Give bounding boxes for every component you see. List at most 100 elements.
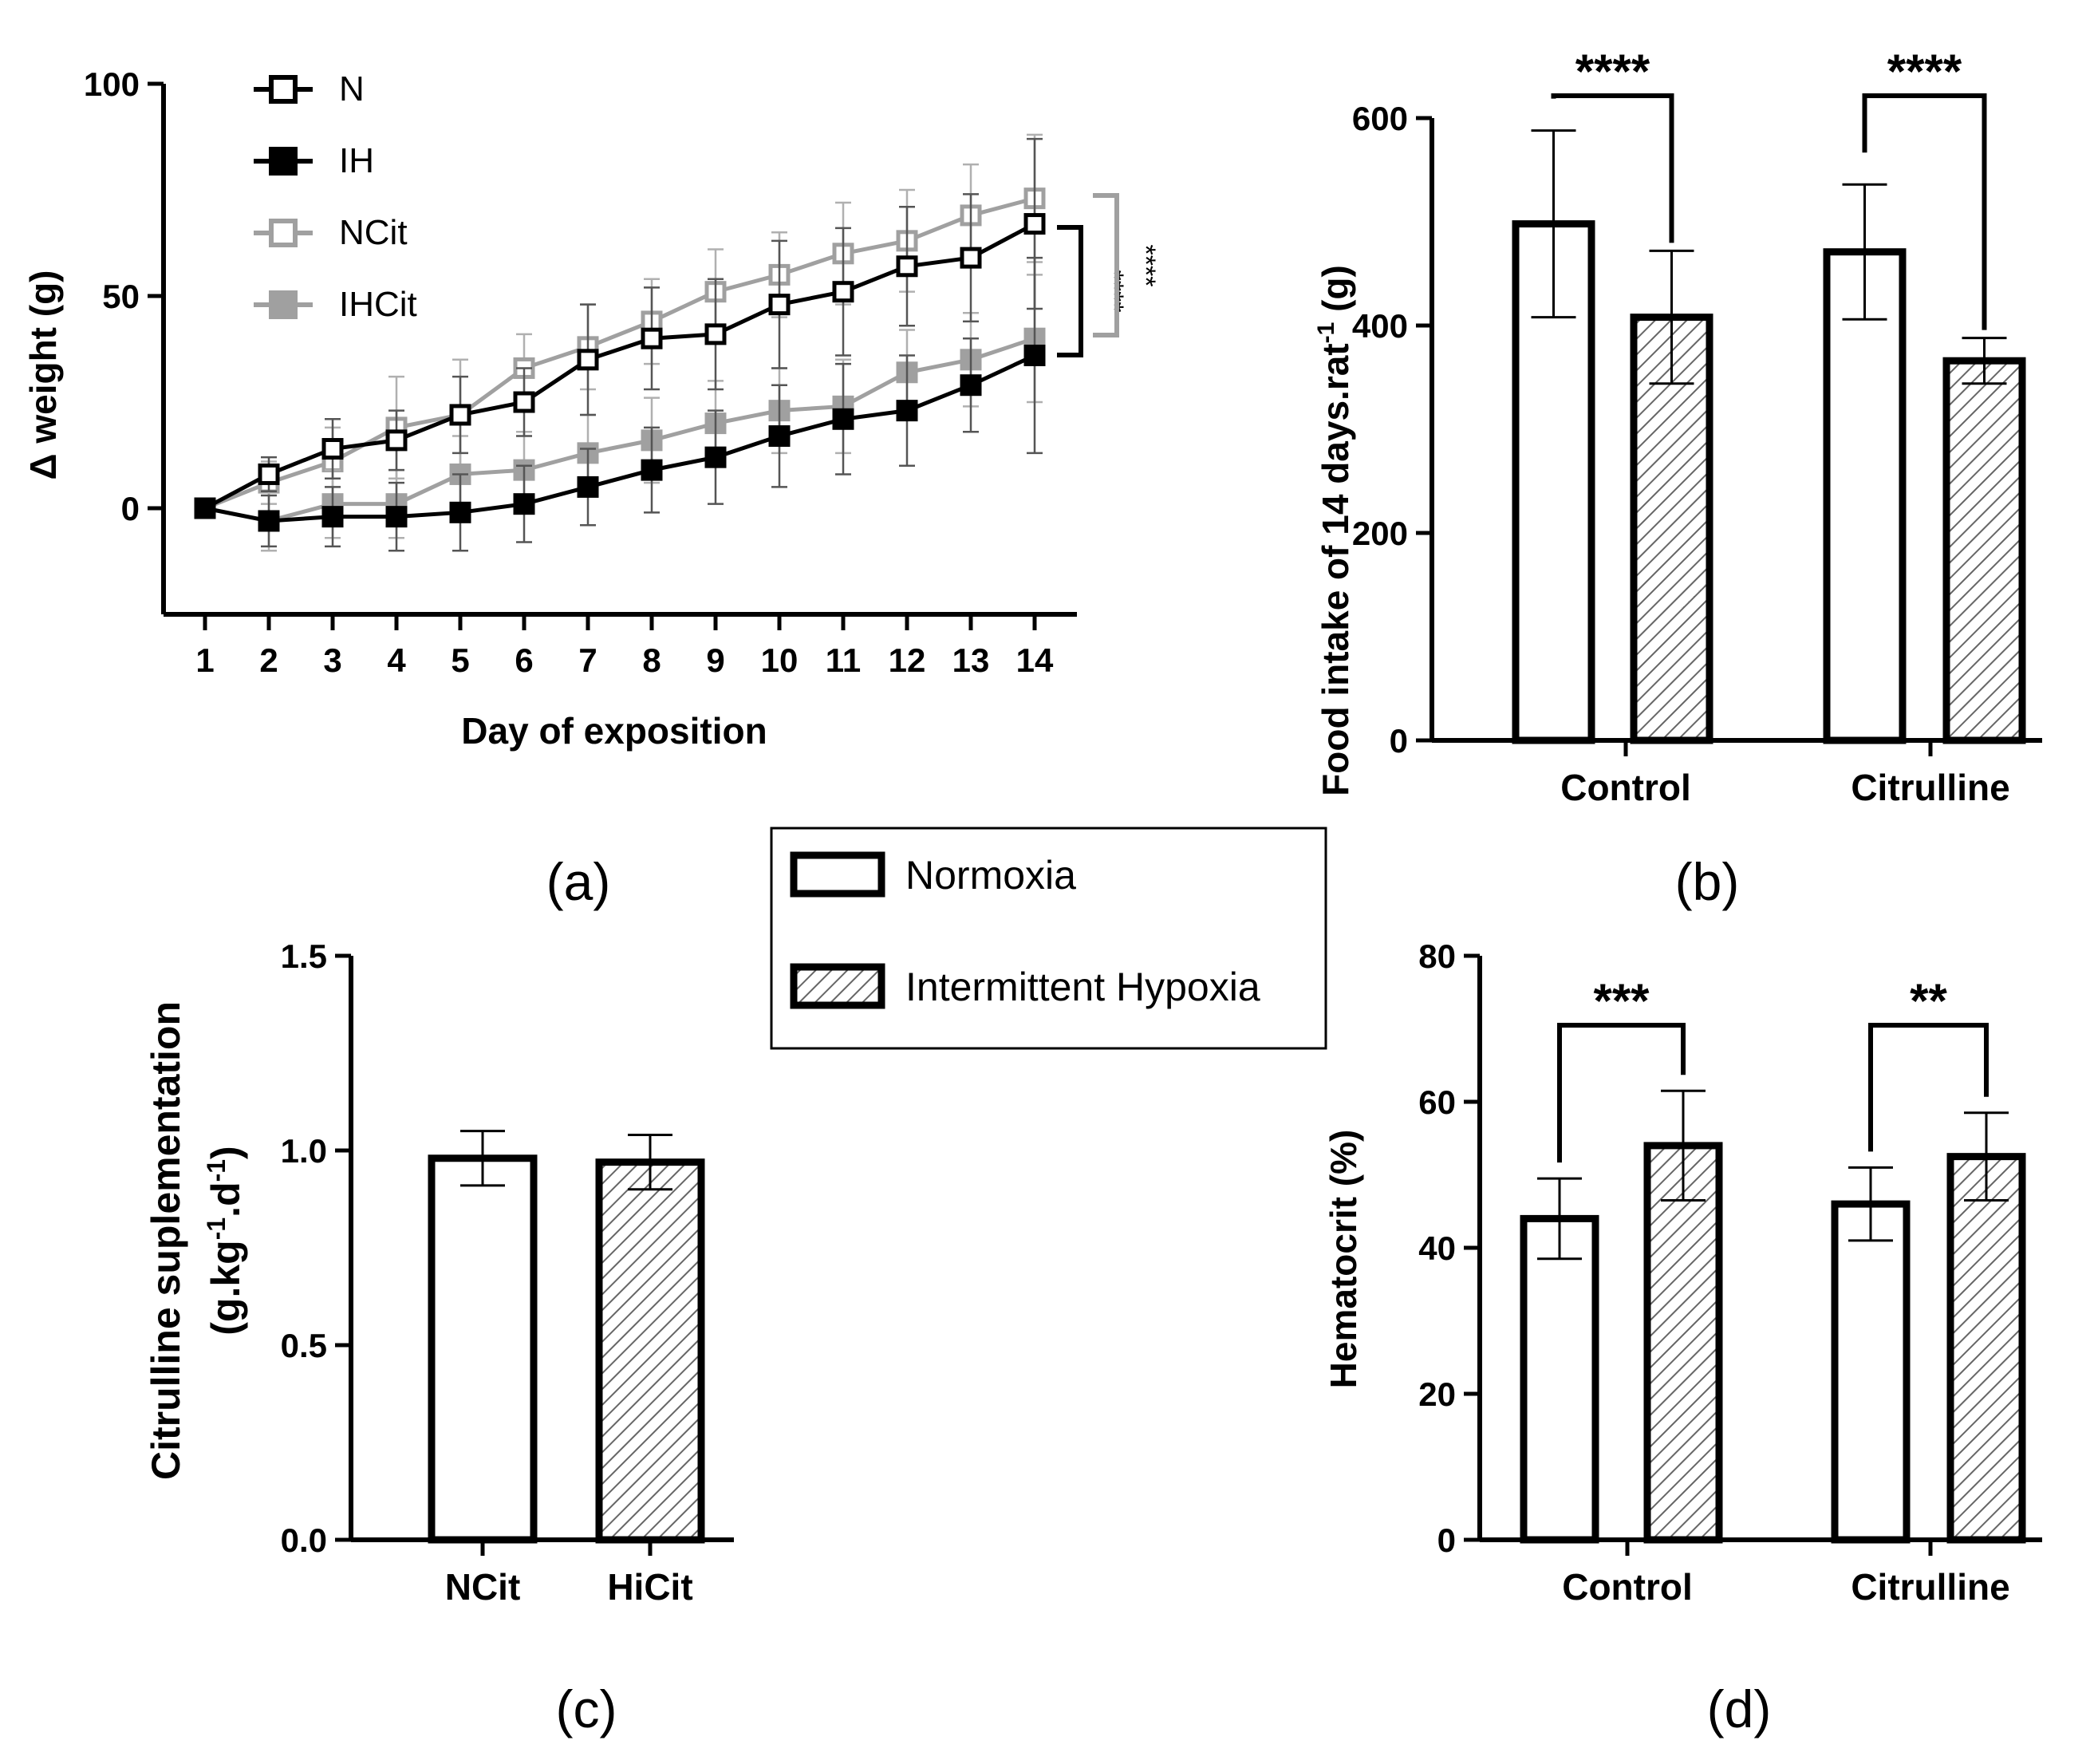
legend-entry-IH: IH <box>254 141 374 180</box>
panel-a-xtick-label: 10 <box>761 641 799 679</box>
panel-d-ytick-label: 20 <box>1418 1375 1456 1413</box>
panel-a-xtick-label: 13 <box>952 641 990 679</box>
panel-a-xlabel: Day of exposition <box>461 710 767 752</box>
panel-d-bar-chart: 0 20 40 60 80 Control *** Citrulline ** Hematocr… <box>1323 937 2042 1738</box>
panel-b-plot: 0 200 400 600 Control **** Citrulline **** <box>1352 45 2042 808</box>
panel-d-ytick-label: 0 <box>1437 1521 1456 1559</box>
point-IH <box>449 501 471 523</box>
panel-c-ytick-label: 0.5 <box>281 1327 327 1364</box>
point-IH <box>832 408 854 430</box>
point-IH <box>385 506 408 528</box>
panel-b-errorbar <box>1842 183 1887 321</box>
panel-b-errorbar <box>1531 129 1576 319</box>
point-IH <box>704 446 727 468</box>
point-IH <box>513 493 535 515</box>
point-N <box>513 391 535 413</box>
panel-b-category-label: Control <box>1560 767 1691 808</box>
panel-b-significance-bracket <box>1551 93 1674 243</box>
point-N <box>385 429 408 452</box>
panel-a-xtick-label: 6 <box>515 641 533 679</box>
panel-d-bar-normoxia <box>1520 1214 1599 1544</box>
panel-a-ytick-label: 50 <box>102 278 140 315</box>
panel-c-ytick-label: 1.5 <box>281 937 327 975</box>
panel-b-category-label: Citrulline <box>1851 767 2009 808</box>
panel-d-plot: 0 20 40 60 80 Control *** Citrulline ** <box>1418 937 2042 1608</box>
panel-b-bar-chart: 0 200 400 600 Control **** Citrulline **** Food… <box>1313 45 2042 911</box>
panel-b-label: (b) <box>1675 852 1740 911</box>
point-IH <box>194 497 216 519</box>
panel-b-ylabel-sup: -1 <box>1313 322 1339 344</box>
panel-c-errorbar <box>460 1130 505 1187</box>
panel-a-label: (a) <box>546 852 611 911</box>
panel-d-ytick-label: 60 <box>1418 1083 1456 1121</box>
panel-c-bar-chart: 0.0 0.5 1.0 1.5 NCit HiCit Citrulline supleme… <box>144 937 734 1738</box>
point-N <box>577 349 599 371</box>
panel-a-xtick-label: 1 <box>195 641 214 679</box>
panel-a-xtick-label: 4 <box>387 641 406 679</box>
point-N <box>704 323 727 345</box>
legend-label-NCit: NCit <box>339 213 408 252</box>
panel-c-ytick-label: 1.0 <box>281 1132 327 1170</box>
panel-a-xtick-label: 11 <box>826 641 861 679</box>
panel-a-xtick-label: 8 <box>642 641 661 679</box>
panel-a-series <box>194 133 1046 552</box>
panel-b-ytick-label: 200 <box>1352 515 1408 552</box>
panel-b-errorbar <box>1962 337 2007 385</box>
point-IH <box>321 506 344 528</box>
panel-a-ytick-label: 0 <box>121 490 140 527</box>
panel-a-legend: N IH NCit IHCit <box>254 69 417 324</box>
panel-b-significance-label: **** <box>1575 45 1650 98</box>
panel-c-bar-normoxia <box>428 1154 538 1544</box>
panel-a-xtick-label: 12 <box>889 641 926 679</box>
panel-d-bar-normoxia <box>1831 1200 1911 1544</box>
panel-b-ytick-label: 0 <box>1390 722 1408 760</box>
point-N <box>449 404 471 426</box>
significance-N-vs-IH: **** <box>1098 270 1129 313</box>
panel-a-xtick-label: 3 <box>323 641 341 679</box>
legend-label-N: N <box>339 69 365 109</box>
panel-d-errorbar <box>1848 1166 1893 1242</box>
series-NCit <box>194 133 1046 519</box>
panel-b-ylabel-tail: (g) <box>1315 265 1356 322</box>
panel-c-bar-hypoxia <box>595 1158 705 1544</box>
panel-d-ylabel: Hematocrit (%) <box>1323 1130 1364 1389</box>
panel-a-significance: **** **** <box>1057 193 1161 357</box>
point-N <box>641 327 663 349</box>
legend-entry-NCit: NCit <box>254 213 408 252</box>
panel-d-errorbar <box>1537 1177 1582 1261</box>
legend-label-IH: IH <box>339 141 374 180</box>
panel-d-label: (d) <box>1707 1679 1772 1738</box>
panel-b-bar-hypoxia <box>1942 357 2026 744</box>
panel-b-significance-bracket <box>1862 93 1987 330</box>
point-N <box>832 281 854 303</box>
panel-a-xtick-label: 2 <box>259 641 278 679</box>
panel-d-bar-hypoxia <box>1946 1153 2026 1544</box>
point-IH <box>960 374 982 397</box>
panel-b-ytick-label: 600 <box>1352 100 1408 137</box>
panel-c-category-label: NCit <box>445 1566 521 1608</box>
panel-a-ytick-label: 100 <box>84 65 140 103</box>
panel-a-xtick-label: 5 <box>451 641 469 679</box>
panel-b-errorbar <box>1649 249 1694 385</box>
panel-a-xtick-label: 14 <box>1016 641 1054 679</box>
point-N <box>1023 213 1046 235</box>
significance-NCit-vs-IHCit: **** <box>1130 245 1161 287</box>
panel-a-ylabel: Δ weight (g) <box>22 270 64 479</box>
point-N <box>321 438 344 460</box>
panel-d-errorbar <box>1661 1089 1706 1202</box>
panel-b-ylabel-main: Food intake of 14 days.rat <box>1315 343 1356 795</box>
point-IH <box>768 425 791 448</box>
panel-c-plot: 0.0 0.5 1.0 1.5 NCit HiCit <box>281 937 734 1608</box>
legend-label-hypoxia: Intermittent Hypoxia <box>905 965 1260 1009</box>
series-IH <box>194 256 1046 552</box>
panel-c-ylabel-line2: (g.kg-1.d-1) <box>202 1146 248 1335</box>
point-N <box>896 255 918 278</box>
panel-b-bar-normoxia <box>1823 248 1907 744</box>
point-IH <box>1023 344 1046 366</box>
legend-entry-IHCit: IHCit <box>254 285 417 324</box>
panel-d-significance-label: ** <box>1910 974 1947 1028</box>
legend-label-normoxia: Normoxia <box>905 853 1076 898</box>
panel-c-label: (c) <box>556 1679 617 1738</box>
